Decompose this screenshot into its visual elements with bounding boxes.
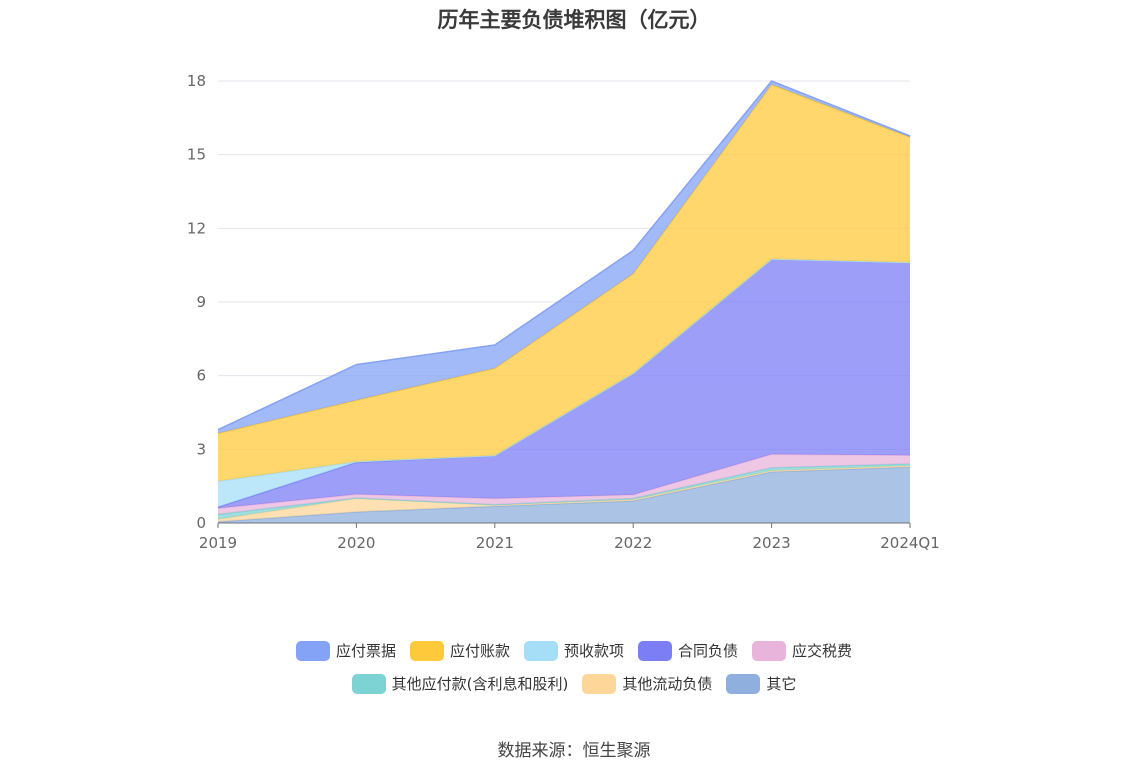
legend-item[interactable]: 其他流动负债: [582, 673, 712, 694]
legend-label: 合同负债: [678, 642, 739, 660]
legend-item[interactable]: 应交税费: [752, 640, 852, 661]
legend-item[interactable]: 其他应付款(含利息和股利): [351, 673, 569, 694]
area-series: [218, 81, 910, 434]
series-line: [217, 80, 911, 431]
legend-item[interactable]: 应付票据: [295, 640, 396, 661]
y-tick-label: 18: [187, 72, 206, 90]
x-tick-label: 2024Q1: [880, 534, 940, 552]
area-series: [218, 463, 910, 520]
x-tick-label: 2023: [753, 534, 791, 552]
legend-label: 应付账款: [449, 642, 510, 660]
legend-swatch: [409, 640, 444, 661]
area-series: [218, 465, 910, 522]
legend-label: 应付票据: [335, 642, 396, 660]
legend-item[interactable]: 应付账款: [409, 640, 510, 661]
legend-swatch: [523, 640, 558, 661]
y-tick-label: 6: [196, 367, 206, 385]
legend-label: 其它: [766, 675, 797, 693]
legend-label: 其他流动负债: [622, 675, 713, 693]
legend-swatch: [638, 640, 672, 661]
x-tick-label: 2021: [476, 534, 514, 552]
legend-row-2: 其他应付款(含利息和股利) 其他流动负债 其它: [0, 673, 1148, 694]
legend-swatch: [295, 640, 330, 661]
y-tick-label: 9: [196, 293, 206, 311]
y-tick-label: 3: [196, 440, 206, 458]
area-series: [218, 467, 910, 523]
legend-swatch: [752, 640, 787, 661]
legend-swatch: [582, 673, 617, 694]
legend: 应付票据 应付账款 预收款项 合同负债 应交税费 其他应付款(含利息和股利) 其他流动负债…: [0, 640, 1148, 706]
y-tick-label: 12: [187, 219, 206, 237]
area-series: [218, 259, 910, 509]
legend-item[interactable]: 合同负债: [638, 640, 738, 661]
x-tick-label: 2020: [337, 534, 375, 552]
chart-title: 历年主要负债堆积图（亿元）: [437, 8, 711, 32]
x-tick-label: 2022: [614, 534, 652, 552]
legend-row-1: 应付票据 应付账款 预收款项 合同负债 应交税费: [0, 640, 1148, 661]
data-source: 数据来源：恒生聚源: [497, 741, 651, 761]
legend-swatch: [726, 673, 761, 694]
legend-swatch: [351, 673, 386, 694]
area-series: [218, 454, 910, 515]
stacked-area-chart: 0 3 6 9 12 15 18 2019 2020 2021 2022 2023 2024Q1: [187, 72, 940, 552]
area-series: [218, 84, 910, 482]
y-tick-label: 15: [187, 146, 206, 164]
x-tick-label: 2019: [199, 534, 237, 552]
legend-label: 预收款项: [563, 642, 624, 660]
legend-item[interactable]: 预收款项: [523, 640, 624, 661]
area-series: [218, 259, 910, 508]
y-tick-label: 0: [196, 514, 206, 532]
legend-label: 应交税费: [792, 642, 853, 660]
legend-label: 其他应付款(含利息和股利): [391, 675, 569, 693]
legend-item[interactable]: 其它: [726, 673, 796, 694]
